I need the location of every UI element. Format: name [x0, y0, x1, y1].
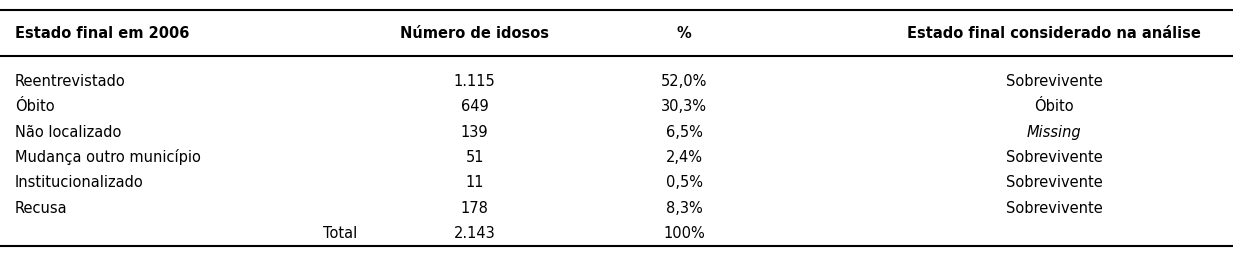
Text: Sobrevivente: Sobrevivente: [1006, 74, 1102, 89]
Text: Estado final considerado na análise: Estado final considerado na análise: [907, 25, 1201, 41]
Text: Institucionalizado: Institucionalizado: [15, 175, 143, 190]
Text: Mudança outro município: Mudança outro município: [15, 150, 201, 165]
Text: Missing: Missing: [1027, 124, 1081, 140]
Text: 11: 11: [465, 175, 485, 190]
Text: Número de idosos: Número de idosos: [401, 25, 549, 41]
Text: 649: 649: [461, 99, 488, 114]
Text: Estado final em 2006: Estado final em 2006: [15, 25, 189, 41]
Text: 6,5%: 6,5%: [666, 124, 703, 140]
Text: %: %: [677, 25, 692, 41]
Text: 2.143: 2.143: [454, 226, 496, 241]
Text: 52,0%: 52,0%: [661, 74, 708, 89]
Text: Sobrevivente: Sobrevivente: [1006, 175, 1102, 190]
Text: 8,3%: 8,3%: [666, 201, 703, 216]
Text: 0,5%: 0,5%: [666, 175, 703, 190]
Text: 30,3%: 30,3%: [661, 99, 708, 114]
Text: Óbito: Óbito: [1034, 99, 1074, 114]
Text: 139: 139: [461, 124, 488, 140]
Text: Sobrevivente: Sobrevivente: [1006, 201, 1102, 216]
Text: Não localizado: Não localizado: [15, 124, 121, 140]
Text: Total: Total: [323, 226, 358, 241]
Text: Recusa: Recusa: [15, 201, 68, 216]
Text: 51: 51: [465, 150, 485, 165]
Text: Sobrevivente: Sobrevivente: [1006, 150, 1102, 165]
Text: 2,4%: 2,4%: [666, 150, 703, 165]
Text: 100%: 100%: [663, 226, 705, 241]
Text: 178: 178: [461, 201, 488, 216]
Text: Reentrevistado: Reentrevistado: [15, 74, 126, 89]
Text: Óbito: Óbito: [15, 99, 54, 114]
Text: 1.115: 1.115: [454, 74, 496, 89]
